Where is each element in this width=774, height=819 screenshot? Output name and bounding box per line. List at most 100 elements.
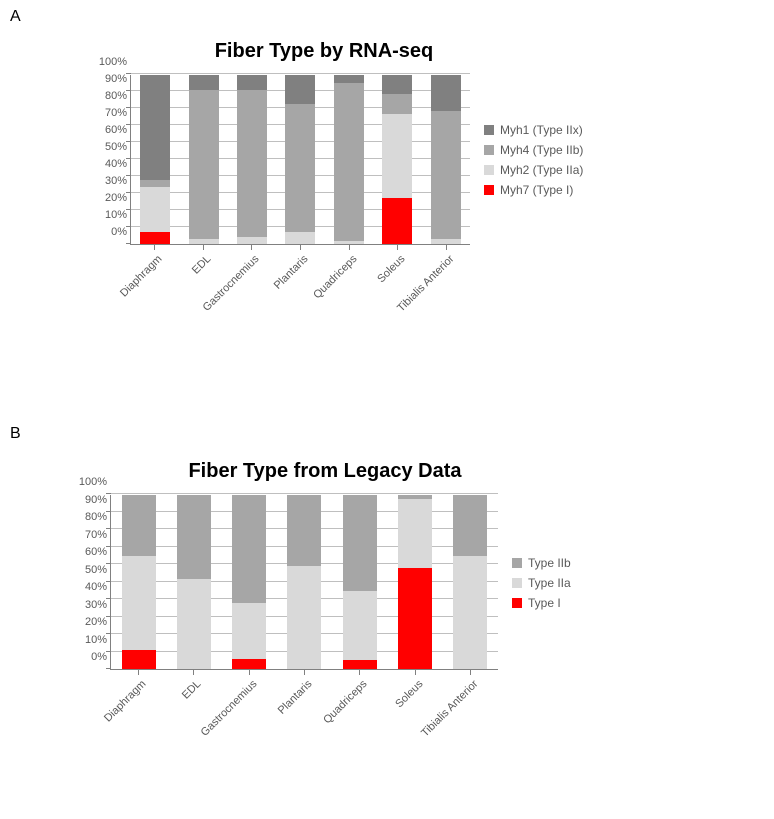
x-tick [203, 245, 204, 250]
bar-segment [382, 114, 412, 199]
bar [334, 75, 364, 244]
bar [431, 75, 461, 244]
legend-swatch [512, 558, 522, 568]
bar-segment [382, 94, 412, 114]
bar-segment [334, 241, 364, 244]
bar-segment [140, 180, 170, 187]
bar-segment [285, 75, 315, 104]
bar-segment [140, 75, 170, 180]
grid-line [131, 73, 470, 74]
y-tick-label: 100% [99, 56, 131, 68]
bar [285, 75, 315, 244]
bar [453, 495, 487, 669]
bar-segment [398, 499, 432, 569]
bar-stack [453, 495, 487, 669]
bar-segment [189, 75, 219, 90]
legend-item: Type I [512, 596, 571, 610]
y-tick-label: 90% [85, 494, 111, 506]
bar [287, 495, 321, 669]
bar-segment [453, 495, 487, 556]
y-tick-label: 60% [85, 546, 111, 558]
chart-b-plot-region: 0%10%20%30%40%50%60%70%80%90%100% Diaphr… [110, 495, 498, 750]
y-tick-label: 100% [79, 476, 111, 488]
x-tick-label: Soleus [393, 678, 425, 710]
legend-label: Myh7 (Type I) [500, 183, 573, 197]
bar-segment [431, 75, 461, 110]
legend-label: Type I [528, 596, 561, 610]
x-tick [193, 670, 194, 675]
bar-segment [189, 239, 219, 244]
bar-segment [122, 495, 156, 556]
panel-label-a: A [10, 8, 21, 26]
page: A Fiber Type by RNA-seq 0%10%20%30%40%50… [0, 0, 774, 819]
bar-segment [237, 75, 267, 90]
legend-item: Myh4 (Type IIb) [484, 143, 583, 157]
legend-item: Myh7 (Type I) [484, 183, 583, 197]
y-tick-label: 40% [105, 158, 131, 170]
bar-segment [334, 83, 364, 240]
y-tick-label: 10% [85, 634, 111, 646]
y-tick-label: 20% [85, 616, 111, 628]
x-tick-label: Diaphragm [118, 253, 165, 300]
x-tick [415, 670, 416, 675]
bar-segment [287, 566, 321, 669]
y-tick-label: 60% [105, 124, 131, 136]
chart-b-title: Fiber Type from Legacy Data [110, 460, 540, 483]
y-tick-label: 0% [111, 226, 131, 238]
x-tick [304, 670, 305, 675]
bar-segment [285, 104, 315, 232]
legend-label: Myh2 (Type IIa) [500, 163, 583, 177]
chart-a-legend: Myh1 (Type IIx) Myh4 (Type IIb) Myh2 (Type… [470, 75, 583, 245]
bar-segment [453, 556, 487, 669]
grid-line [111, 493, 498, 494]
legend-item: Type IIb [512, 556, 571, 570]
x-tick [154, 245, 155, 250]
bar-stack [189, 75, 219, 244]
x-tick-label: Diaphragm [102, 678, 149, 725]
bar [237, 75, 267, 244]
bar-segment [237, 90, 267, 237]
legend-swatch [512, 598, 522, 608]
x-tick [249, 670, 250, 675]
chart-b-plot: 0%10%20%30%40%50%60%70%80%90%100% [110, 495, 498, 670]
bar-segment [285, 232, 315, 244]
y-tick-label: 30% [85, 599, 111, 611]
legend-label: Myh1 (Type IIx) [500, 123, 583, 137]
legend-swatch [484, 125, 494, 135]
bar-stack [343, 495, 377, 669]
y-tick-label: 70% [105, 107, 131, 119]
x-tick [349, 245, 350, 250]
bar-segment [189, 90, 219, 239]
y-tick-label: 0% [91, 651, 111, 663]
y-tick-label: 90% [105, 73, 131, 85]
panel-label-b: B [10, 425, 21, 443]
legend-swatch [484, 145, 494, 155]
legend-item: Myh2 (Type IIa) [484, 163, 583, 177]
chart-a-row: 0%10%20%30%40%50%60%70%80%90%100% Diaphr… [130, 75, 690, 325]
y-tick-label: 20% [105, 192, 131, 204]
bar [122, 495, 156, 669]
bar-stack [334, 75, 364, 244]
y-tick-label: 50% [85, 564, 111, 576]
legend-label: Type IIb [528, 556, 571, 570]
bar-segment [343, 591, 377, 661]
chart-b-legend: Type IIb Type IIa Type I [498, 495, 571, 670]
bar-stack [431, 75, 461, 244]
y-tick-label: 80% [85, 511, 111, 523]
bar-segment [287, 495, 321, 566]
x-tick-label: Soleus [375, 253, 407, 285]
x-tick-label: EDL [190, 253, 214, 277]
bar-segment [232, 495, 266, 603]
bar-segment [431, 111, 461, 239]
legend-label: Myh4 (Type IIb) [500, 143, 583, 157]
bar-stack [398, 495, 432, 669]
bar-segment [122, 650, 156, 669]
legend-label: Type IIa [528, 576, 571, 590]
bar-segment [334, 75, 364, 83]
legend-swatch [512, 578, 522, 588]
x-tick-label: Gastrocnemius [198, 678, 259, 739]
chart-b-row: 0%10%20%30%40%50%60%70%80%90%100% Diaphr… [110, 495, 710, 750]
chart-a-xlabels: DiaphragmEDLGastrocnemiusPlantarisQuadri… [130, 245, 470, 325]
bar-segment [343, 495, 377, 591]
bar-segment [343, 660, 377, 669]
